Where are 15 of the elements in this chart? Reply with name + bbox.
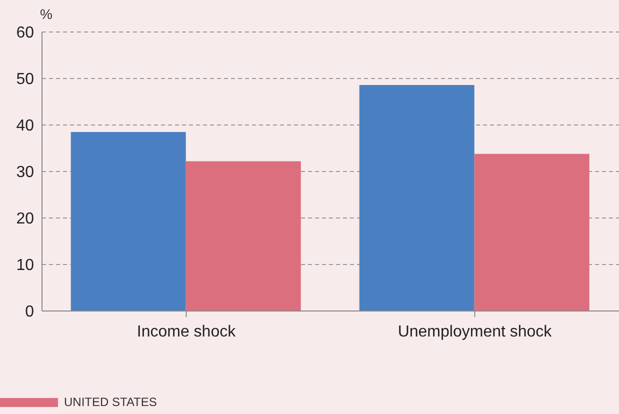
- x-tick-label: Income shock: [136, 323, 237, 340]
- x-tick-label: Unemployment shock: [398, 323, 553, 340]
- y-tick-label: 40: [16, 118, 34, 135]
- bar: [474, 154, 590, 311]
- bar: [70, 132, 186, 311]
- bar: [359, 85, 474, 311]
- y-axis-title: %: [40, 6, 52, 22]
- y-tick-label: 20: [16, 210, 34, 228]
- y-tick-label: 60: [16, 24, 34, 42]
- y-tick-label: 50: [16, 71, 34, 88]
- y-tick-label: 30: [16, 164, 34, 182]
- y-tick-label: 0: [25, 304, 34, 321]
- y-tick-label: 10: [16, 257, 34, 274]
- legend-label: UNITED STATES: [64, 395, 157, 409]
- bar: [186, 161, 301, 311]
